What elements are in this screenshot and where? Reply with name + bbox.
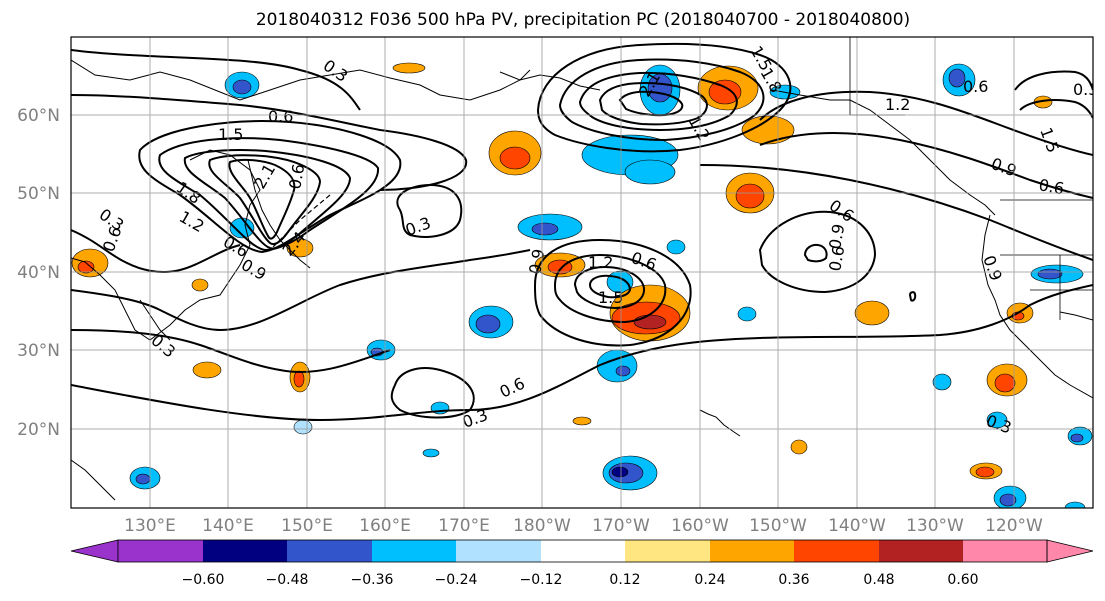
lon-label: 180°W [513, 516, 571, 536]
contour-label: 0.9 [825, 222, 848, 250]
colorbar-segment [879, 540, 963, 562]
contour-label: 0.9 [525, 247, 548, 275]
contour-label: 0.6 [285, 162, 308, 190]
lon-label: 140°E [202, 516, 254, 536]
map-frame [70, 36, 1094, 509]
colorbar-tick: −0.60 [182, 572, 225, 588]
lat-label-20n: 20°N [17, 420, 60, 440]
lat-label-50n: 50°N [17, 184, 60, 204]
lon-label: 140°W [828, 516, 886, 536]
lon-label: 150°W [749, 516, 807, 536]
gridlines [71, 37, 1093, 508]
colorbar-segment [203, 540, 287, 562]
contour-label: 1.5 [598, 288, 623, 307]
colorbar-segment [625, 540, 710, 562]
colorbar-tick: 0.12 [609, 572, 640, 588]
colorbar-tick: 0.24 [694, 572, 725, 588]
colorbar-segment [710, 540, 794, 562]
lat-label-60n: 60°N [17, 106, 60, 126]
contour-label: 0.6 [825, 244, 848, 272]
longitude-labels: 130°E 140°E 150°E 160°E 170°E 180°W 170°… [124, 516, 1043, 536]
lon-label: 160°E [359, 516, 411, 536]
contour-labels: 0.3 0.6 0.6 0.9 1.2 1.5 1.8 2.1 2.4 0.3 … [96, 43, 1098, 438]
lon-label: 130°W [906, 516, 964, 536]
coastlines [71, 59, 1093, 501]
colorbar-segment [287, 540, 372, 562]
contour-label: 1.2 [588, 253, 613, 272]
lon-label: 130°E [124, 516, 176, 536]
colorbar-under-arrow [70, 539, 119, 563]
colorbar-segment [372, 540, 456, 562]
colorbar-tick: −0.24 [435, 572, 478, 588]
colorbar-segment [963, 540, 1047, 562]
lat-label-30n: 30°N [17, 341, 60, 361]
contour-label: 0.3 [1073, 80, 1098, 99]
contour-label: 1.5 [218, 125, 243, 144]
colorbar: −0.60 −0.48 −0.36 −0.24 −0.12 0.12 0.24 … [70, 539, 1094, 588]
figure-title: 2018040312 F036 500 hPa PV, precipitatio… [256, 10, 910, 30]
colorbar-tick: 0.60 [947, 572, 978, 588]
colorbar-segment [541, 540, 625, 562]
lon-label: 150°E [281, 516, 333, 536]
lon-label: 170°E [438, 516, 490, 536]
lon-label: 120°W [985, 516, 1043, 536]
colorbar-over-arrow [1046, 539, 1094, 563]
colorbar-tick: −0.36 [351, 572, 394, 588]
contour-label: 0.6 [963, 77, 988, 96]
lon-label: 170°W [592, 516, 650, 536]
colorbar-tick: 0.36 [778, 572, 809, 588]
colorbar-frame [117, 539, 1048, 563]
colorbar-segment [118, 540, 203, 562]
colorbar-tick: −0.48 [266, 572, 309, 588]
lat-label-40n: 40°N [17, 263, 60, 283]
latitude-labels: 60°N 50°N 40°N 30°N 20°N [17, 106, 60, 440]
colorbar-segment [456, 540, 541, 562]
lon-label: 160°W [671, 516, 729, 536]
contour-label: 0.6 [268, 107, 293, 126]
colorbar-tick: 0.48 [863, 572, 894, 588]
colorbar-tick: −0.12 [520, 572, 563, 588]
negative-contour [269, 194, 331, 251]
map-panel: 0.3 0.6 0.6 0.9 1.2 1.5 1.8 2.1 2.4 0.3 … [70, 36, 1098, 509]
pv-contours [71, 42, 1093, 422]
colorbar-segment [794, 540, 879, 562]
contour-label: 1.2 [885, 95, 910, 114]
